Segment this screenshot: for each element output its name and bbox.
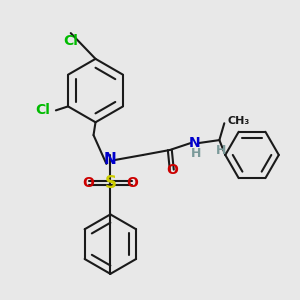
Text: S: S [104, 174, 116, 192]
Text: Cl: Cl [63, 34, 78, 48]
Text: O: O [82, 176, 94, 190]
Text: H: H [216, 143, 226, 157]
Text: O: O [126, 176, 138, 190]
Text: N: N [189, 136, 200, 150]
Text: CH₃: CH₃ [227, 116, 250, 126]
Text: Cl: Cl [35, 103, 50, 117]
Text: O: O [166, 163, 178, 177]
Text: N: N [104, 152, 117, 167]
Text: H: H [190, 148, 201, 160]
